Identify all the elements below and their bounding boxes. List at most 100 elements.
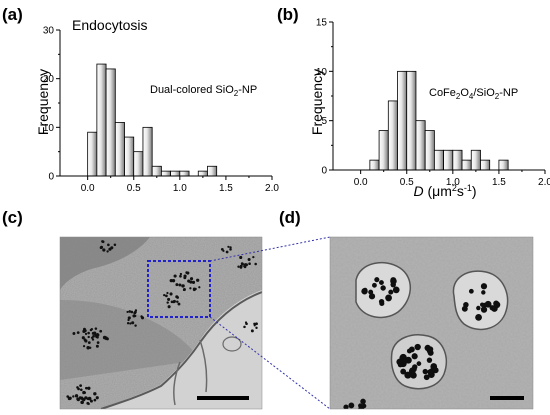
nanoparticle [179, 274, 182, 278]
chart-b-sample-label: CoFe2O4/SiO2-NP [429, 87, 518, 101]
y-tick-label: 0 [48, 172, 54, 183]
nanoparticle [461, 305, 468, 312]
x-tick-label: 0.5 [400, 177, 414, 188]
nanoparticle [165, 294, 168, 298]
panel-label-d: (d) [279, 208, 301, 227]
nanoparticle [182, 288, 186, 292]
nanoparticle [106, 250, 109, 253]
nanoparticle [102, 248, 106, 252]
nanoparticle [127, 316, 131, 320]
cell-region-mid [60, 300, 200, 380]
nanoparticle [82, 345, 86, 348]
nanoparticle [397, 362, 403, 368]
nanoparticle [225, 250, 229, 254]
y-tick-label: 20 [43, 74, 55, 85]
y-tick-label: 30 [43, 26, 55, 37]
nanoparticle [480, 302, 485, 307]
nanoparticle [362, 287, 368, 293]
histogram-bar [160, 170, 172, 177]
x-tick-label: 1.0 [446, 177, 460, 188]
nanoparticle [245, 322, 248, 326]
chart-b-sample-sub3: 2 [495, 92, 500, 101]
nanoparticle [89, 346, 92, 349]
nanoparticle [255, 326, 258, 330]
chart-a-sample-tail: -NP [238, 84, 257, 96]
chart-b-sample-sub1: 2 [456, 92, 461, 101]
nanoparticle [87, 335, 90, 339]
nanoparticle [96, 336, 99, 339]
nanoparticle [423, 374, 430, 381]
nanoparticle [166, 301, 169, 304]
x-tick-label: 1.5 [492, 177, 506, 188]
histogram-bar [114, 122, 125, 177]
chart-b-ylabel: Frequency [309, 69, 325, 135]
micrograph-c-frame [59, 236, 263, 410]
chart-b-sample-2: O [460, 87, 469, 99]
nanoparticle [239, 255, 243, 260]
nanoparticle [91, 338, 95, 341]
nanoparticle [108, 247, 112, 251]
nanoparticle [87, 331, 90, 335]
nanoparticle [86, 345, 90, 350]
chart-b-xlabel-open: ( [424, 183, 433, 199]
nanoparticle [167, 305, 171, 309]
nanoparticle [82, 397, 86, 402]
nanoparticle [129, 322, 132, 325]
nanoparticle [172, 299, 176, 303]
nanoparticle [80, 388, 83, 392]
nanoparticle [101, 240, 105, 244]
nanoparticle [105, 337, 109, 341]
chart-b-xlabel-s: s [457, 183, 464, 199]
x-tick-label: 0.0 [354, 177, 368, 188]
histogram-bar [179, 170, 190, 177]
histogram-bar [133, 151, 144, 177]
x-tick-label: 2.0 [538, 177, 550, 188]
membrane-edge [100, 291, 262, 409]
x-tick-label: 2.0 [265, 183, 279, 194]
nanoparticle [181, 284, 184, 287]
nanoparticle [254, 262, 257, 266]
nanoparticle [191, 280, 196, 284]
nanoparticle [187, 279, 191, 283]
nanoparticle [74, 394, 79, 398]
scale-bar-c [197, 396, 249, 400]
nanoparticle [368, 293, 376, 300]
nanoparticle [227, 245, 230, 248]
nanoparticle [422, 368, 428, 375]
nanoparticle [379, 300, 385, 307]
chart-b-xlabel-sup1: 2 [452, 183, 457, 193]
nanoparticle [72, 332, 76, 335]
x-tick-label: 0.0 [81, 183, 95, 194]
nanoparticle [348, 402, 355, 409]
nanoparticle [411, 366, 417, 372]
nanoparticle [93, 398, 97, 402]
histogram-bar [197, 170, 208, 177]
nanoparticle [173, 274, 177, 278]
nanoparticle [113, 243, 117, 247]
nanoparticle [169, 292, 173, 296]
chart-b-sample-3: /SiO [473, 87, 495, 99]
nanoparticle [189, 277, 194, 281]
histogram-bar [461, 159, 472, 171]
chart-b-xlabel-var: D [413, 183, 423, 199]
nanoparticle [374, 277, 380, 283]
nanoparticle [126, 322, 130, 325]
nanoparticle [94, 327, 98, 330]
nanoparticle [141, 316, 145, 320]
nanoparticle [476, 305, 481, 311]
histogram-bar [424, 130, 435, 171]
nanoparticle [196, 278, 200, 282]
nanoparticle [166, 291, 169, 295]
nanoparticle [130, 310, 134, 314]
nanoparticle [360, 398, 366, 405]
nanoparticle [76, 331, 80, 334]
nanoparticle [411, 353, 418, 360]
nanoparticle [229, 248, 232, 251]
nanoparticle [250, 329, 254, 333]
nanoparticle [468, 288, 474, 294]
histogram-bar [151, 165, 162, 177]
nanoparticle [93, 392, 97, 396]
nanoparticle [134, 324, 137, 327]
y-tick-label: 10 [316, 67, 328, 78]
nanoparticle [95, 396, 99, 400]
